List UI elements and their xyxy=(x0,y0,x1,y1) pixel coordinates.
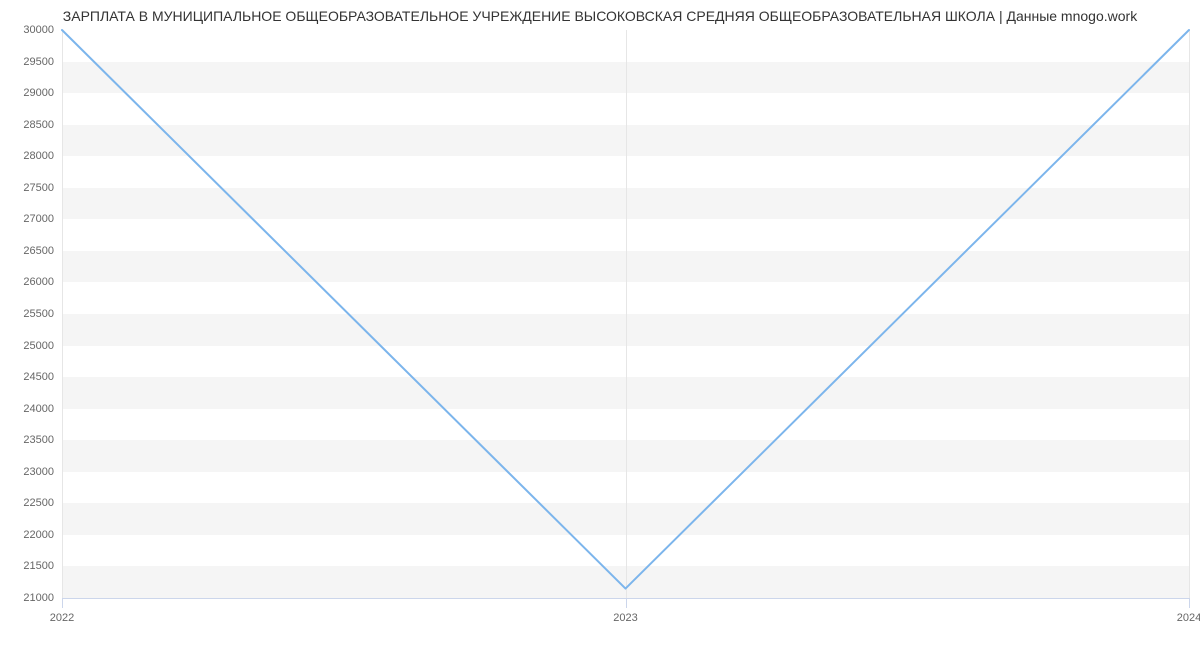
y-axis-label: 26000 xyxy=(4,276,54,288)
series-line-salary xyxy=(62,30,1189,589)
y-axis-label: 24500 xyxy=(4,371,54,383)
y-axis-label: 22500 xyxy=(4,497,54,509)
y-axis-label: 29500 xyxy=(4,56,54,68)
y-axis-label: 21000 xyxy=(4,592,54,604)
plot-area: 2100021500220002250023000235002400024500… xyxy=(62,30,1189,598)
y-axis-label: 29000 xyxy=(4,87,54,99)
x-gridline xyxy=(1189,30,1190,598)
y-axis-label: 25500 xyxy=(4,308,54,320)
y-axis-label: 25000 xyxy=(4,340,54,352)
y-axis-label: 24000 xyxy=(4,403,54,415)
x-tick xyxy=(62,598,63,608)
x-axis-label: 2024 xyxy=(1177,612,1200,624)
chart-title: ЗАРПЛАТА В МУНИЦИПАЛЬНОЕ ОБЩЕОБРАЗОВАТЕЛ… xyxy=(0,8,1200,24)
y-axis-label: 23500 xyxy=(4,434,54,446)
y-axis-label: 28500 xyxy=(4,119,54,131)
x-axis-label: 2022 xyxy=(50,612,74,624)
y-axis-label: 28000 xyxy=(4,150,54,162)
y-axis-label: 27000 xyxy=(4,213,54,225)
y-axis-label: 30000 xyxy=(4,24,54,36)
y-axis-label: 23000 xyxy=(4,466,54,478)
x-tick xyxy=(626,598,627,608)
x-axis-label: 2023 xyxy=(613,612,637,624)
y-axis-label: 21500 xyxy=(4,560,54,572)
y-axis-label: 22000 xyxy=(4,529,54,541)
y-axis-label: 27500 xyxy=(4,182,54,194)
y-axis-label: 26500 xyxy=(4,245,54,257)
salary-chart: ЗАРПЛАТА В МУНИЦИПАЛЬНОЕ ОБЩЕОБРАЗОВАТЕЛ… xyxy=(0,0,1200,650)
x-tick xyxy=(1189,598,1190,608)
series-layer xyxy=(62,30,1189,598)
